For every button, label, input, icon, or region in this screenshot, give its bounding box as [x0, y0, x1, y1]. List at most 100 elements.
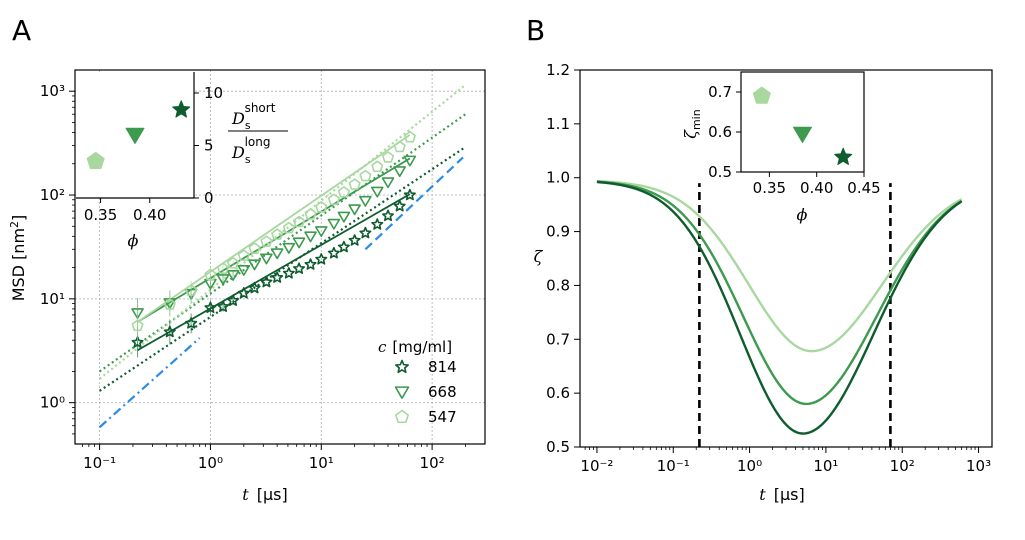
a-point-814-14	[327, 246, 340, 259]
bi-point-814	[834, 147, 853, 165]
b-x-tick-label-2: 10⁰	[737, 457, 762, 475]
a-point-547-18	[371, 160, 384, 173]
panel-a-inset-x-label: ϕ	[128, 231, 139, 250]
panel-b-inset-points	[752, 86, 853, 165]
legend-marker-547	[395, 409, 409, 424]
a-point-547-20	[393, 140, 406, 153]
a-point-668-19	[381, 177, 395, 189]
a-fit-dotted-814	[98, 146, 467, 392]
panel-a-inset-y-ticks: 0 5 10	[194, 84, 223, 207]
b-curve-668	[596, 180, 963, 406]
bi-x-tick-label-2: 0.45	[847, 179, 880, 197]
ai-point-814	[172, 100, 191, 118]
b-x-tick-label-4: 10²	[890, 457, 915, 475]
a-point-547-7	[248, 242, 261, 254]
a-point-668-16	[348, 204, 361, 216]
a-y-tick-label-1: 10¹	[40, 290, 65, 308]
a-point-668-6	[237, 264, 251, 276]
panel-a-y-label: MSD [nm2]	[8, 215, 28, 302]
a-point-814-20	[393, 199, 406, 212]
b-x-tick-label-3: 10¹	[813, 457, 838, 475]
a-point-668-4	[216, 274, 230, 286]
panel-a-data-points	[131, 130, 417, 358]
a-point-668-0	[131, 308, 144, 320]
a-point-668-17	[359, 195, 372, 207]
a-point-668-12	[304, 231, 317, 243]
a-point-547-4	[217, 262, 230, 274]
panel-a-letter: A	[12, 14, 31, 47]
a-point-814-5	[227, 294, 240, 306]
a-point-547-15	[337, 186, 350, 198]
a-point-814-18	[371, 218, 384, 230]
a-point-814-10	[282, 267, 295, 279]
a-point-547-1	[163, 298, 176, 310]
a-reference-line-0	[98, 337, 201, 429]
inset-ylabel-denominator: Dslong	[231, 135, 270, 166]
a-point-547-10	[282, 221, 295, 234]
a-point-814-17	[359, 226, 372, 239]
a-point-547-5	[227, 256, 240, 269]
a-point-668-8	[260, 253, 273, 265]
panel-a-fit-lines	[98, 84, 467, 392]
bi-point-668	[793, 126, 812, 144]
a-point-668-13	[314, 226, 328, 238]
a-point-547-9	[271, 228, 284, 240]
b-curve-547	[596, 179, 963, 353]
a-fit-dotted-547	[98, 84, 467, 380]
a-x-tick-label-3: 10²	[420, 454, 445, 472]
a-point-547-11	[292, 215, 306, 228]
ai-x-tick-label-1: 0.40	[133, 206, 166, 224]
b-y-tick-label-6: 1.1	[546, 115, 570, 133]
a-fit-solid-547	[137, 134, 411, 323]
a-point-547-6	[237, 249, 250, 262]
legend-marker-668	[394, 386, 410, 399]
legend-items: 814 668 547	[394, 358, 457, 426]
panel-a-inset-y-label: Dsshort Dslong	[228, 101, 288, 166]
a-point-668-9	[270, 248, 284, 260]
a-point-668-11	[292, 237, 306, 249]
a-fit-solid-814	[137, 193, 411, 352]
panel-b-inset-y-ticks: 0.5 0.6 0.7	[708, 83, 741, 181]
legend-label-814: 814	[428, 358, 457, 376]
a-point-814-7	[248, 281, 261, 294]
a-point-814-8	[260, 275, 273, 288]
panel-b-y-ticks: 0.5 0.6 0.7 0.8 0.9 1.0 1.1 1.2	[546, 61, 580, 456]
a-point-668-7	[248, 259, 261, 271]
legend-marker-814	[395, 359, 409, 374]
b-y-tick-label-2: 0.7	[546, 330, 570, 348]
panel-a-x-ticks: 10⁻¹ 10⁰ 10¹ 10²	[82, 444, 466, 472]
a-point-668-10	[282, 242, 296, 254]
a-point-547-0	[131, 319, 144, 332]
a-y-tick-label-0: 10⁰	[40, 394, 65, 412]
a-point-814-6	[237, 287, 250, 299]
legend-label-547: 547	[428, 408, 457, 426]
panel-a-y-ticks: 10⁰ 10¹ 10² 10³	[40, 82, 75, 435]
bi-x-tick-label-1: 0.40	[800, 179, 833, 197]
a-point-814-11	[292, 262, 306, 274]
a-fit-solid-668	[137, 157, 411, 323]
a-point-668-15	[337, 211, 351, 223]
legend-title: c [mg/ml]	[378, 338, 452, 356]
legend-label-668: 668	[428, 383, 457, 401]
panel-b-y-label: ζ	[534, 247, 544, 266]
a-y-tick-label-3: 10³	[40, 82, 65, 100]
a-point-547-21	[403, 130, 416, 143]
panel-a-x-label: t [μs]	[242, 485, 287, 504]
b-x-tick-label-0: 10⁻²	[580, 457, 613, 475]
a-point-547-14	[327, 193, 340, 206]
panel-a-frame	[74, 69, 486, 445]
a-point-814-0	[131, 336, 144, 348]
b-x-tick-label-1: 10⁻¹	[657, 457, 690, 475]
a-point-668-20	[393, 166, 407, 178]
bi-x-tick-label-0: 0.35	[753, 179, 786, 197]
bi-y-tick-label-1: 0.6	[708, 123, 732, 141]
bi-point-547	[752, 86, 771, 104]
a-point-547-16	[348, 178, 361, 190]
panel-b-letter: B	[526, 14, 545, 47]
a-point-814-3	[204, 301, 217, 314]
bi-y-tick-label-2: 0.7	[708, 83, 732, 101]
inset-ylabel-numerator: Dsshort	[231, 101, 276, 132]
a-point-814-12	[304, 258, 317, 270]
panel-b-inset-x-label: ϕ	[797, 205, 808, 224]
